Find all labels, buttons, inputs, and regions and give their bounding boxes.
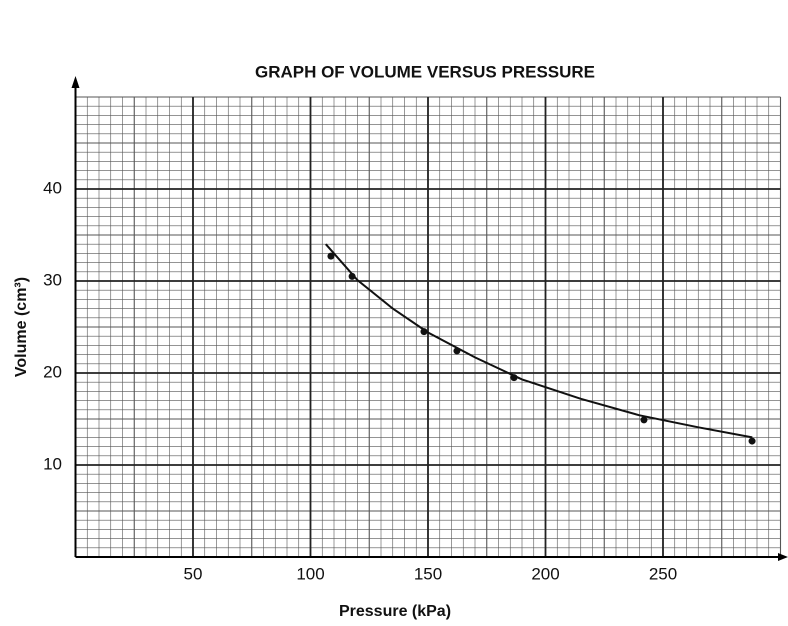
y-tick-label: 20	[43, 362, 62, 381]
fit-curve	[325, 243, 753, 439]
x-tick-label: 250	[649, 564, 677, 583]
data-point	[453, 347, 461, 355]
plot	[325, 243, 756, 445]
y-tick-label: 30	[43, 270, 62, 289]
x-tick-label: 100	[296, 564, 324, 583]
data-point	[640, 416, 648, 424]
y-axis-label: Volume (cm³)	[13, 277, 30, 377]
x-axis-label: Pressure (kPa)	[339, 603, 451, 620]
data-point	[348, 272, 356, 280]
data-point	[420, 328, 428, 336]
data-point	[510, 374, 518, 382]
x-tick-label: 50	[184, 564, 203, 583]
x-tick-label: 200	[531, 564, 559, 583]
data-point	[327, 252, 335, 260]
chart-title: GRAPH OF VOLUME VERSUS PRESSURE	[255, 62, 595, 81]
y-axis-arrow	[71, 76, 80, 88]
data-point	[748, 437, 756, 445]
x-axis-arrow	[778, 553, 788, 561]
grid	[74, 96, 782, 558]
x-tick-label: 150	[414, 564, 442, 583]
y-tick-label: 40	[43, 178, 62, 197]
y-tick-label: 10	[43, 454, 62, 473]
